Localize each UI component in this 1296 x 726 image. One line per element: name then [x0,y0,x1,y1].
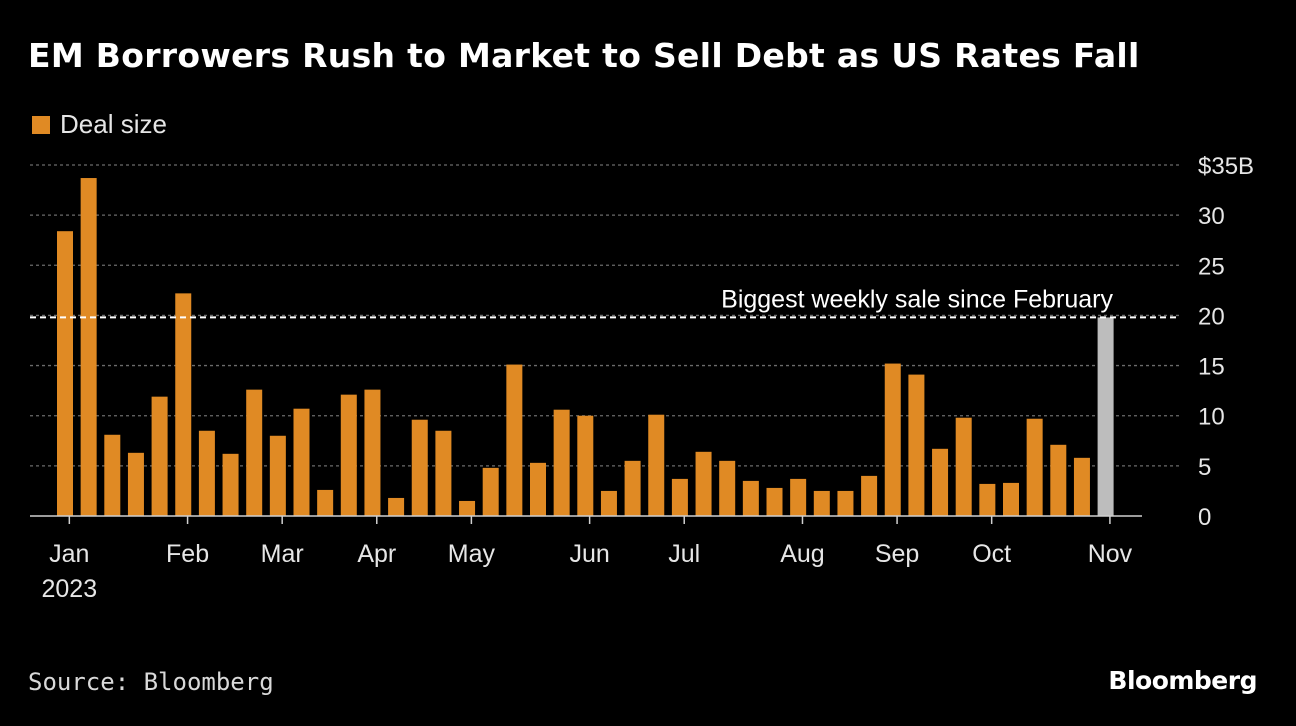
y-tick-label: 10 [1198,404,1225,431]
legend-label: Deal size [60,109,167,139]
bar [340,394,357,516]
bar [1073,457,1090,516]
y-tick-label: $35B [1198,153,1254,180]
bar [506,364,523,516]
bar [648,414,665,516]
bar [695,451,712,516]
x-tick-label: Jul [668,540,700,568]
bar [1050,444,1067,516]
x-tick-label: Feb [166,540,209,568]
chart-title: EM Borrowers Rush to Market to Sell Debt… [28,36,1140,75]
y-tick-label: 20 [1198,303,1225,330]
bar [459,500,476,516]
bar [411,419,428,516]
bar [600,490,617,516]
y-tick-label: 25 [1198,253,1225,280]
bar [388,497,405,516]
bar [198,430,215,516]
reference-annotation: Biggest weekly sale since February [721,285,1113,313]
bar [932,448,949,516]
y-tick-label: 15 [1198,354,1225,381]
x-tick-label: Oct [972,540,1011,568]
x-tick-label: Aug [780,540,824,568]
x-tick-label: Sep [875,540,919,568]
x-tick-label: Nov [1088,540,1133,568]
x-tick-label: Jun [569,540,609,568]
bloomberg-logo: Bloomberg [1108,666,1257,695]
bar [317,489,334,516]
y-tick-label: 30 [1198,203,1225,230]
bar [908,374,925,516]
bar [837,490,854,516]
bar [269,435,286,516]
source-note: Source: Bloomberg [28,668,274,696]
legend: Deal size [32,109,167,140]
bar [530,462,546,516]
bar [80,178,97,516]
bar [1026,418,1043,516]
bar [719,460,736,516]
bar [553,409,570,516]
bar [175,293,192,516]
bar [813,490,830,516]
bar [127,452,144,516]
bar [435,430,452,516]
bar [671,478,688,516]
bar [1097,317,1114,516]
bar [57,231,73,516]
bar [979,483,996,516]
bar [742,480,759,516]
y-tick-label: 0 [1198,504,1211,531]
bar [222,453,239,516]
bar [624,460,641,516]
bar [790,478,807,516]
x-tick-label: Mar [261,540,304,568]
y-tick-label: 5 [1198,454,1211,481]
bar [246,389,263,516]
bar [1003,482,1019,516]
bar [151,396,168,516]
bar [766,487,783,516]
x-tick-label: May [448,540,496,568]
x-year-label: 2023 [42,575,98,603]
bar [104,434,121,516]
bar [293,408,310,516]
bar [861,475,878,516]
x-tick-label: Apr [357,540,396,568]
bar [364,389,381,516]
bar [577,415,594,516]
bar [482,467,499,516]
bar [955,417,972,516]
legend-swatch [32,115,50,134]
bar [884,363,901,516]
x-tick-label: Jan [49,540,89,568]
